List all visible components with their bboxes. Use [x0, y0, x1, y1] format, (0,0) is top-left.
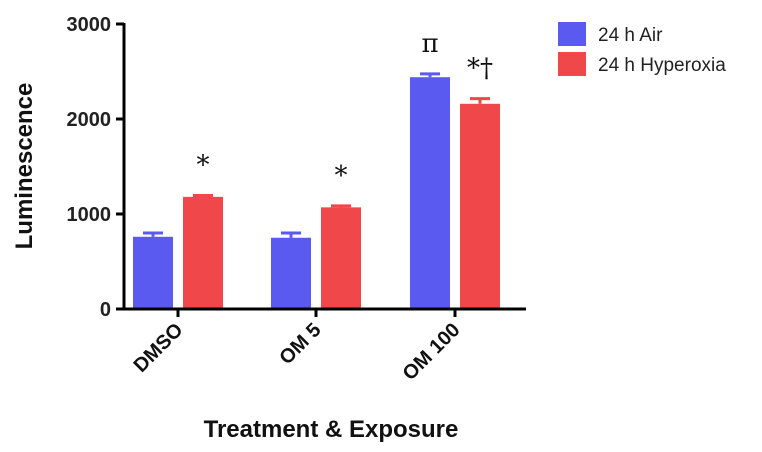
x-category-label: OM 5 — [275, 319, 325, 369]
significance-annotations: * * π *† — [197, 29, 494, 191]
legend-label-hyperoxia: 24 h Hyperoxia — [598, 55, 726, 76]
bar — [183, 196, 223, 309]
bar — [271, 237, 311, 309]
x-category-label: DMSO — [130, 319, 188, 377]
x-category-labels: DMSO OM 5 OM 100 — [130, 309, 465, 385]
y-ticks: 0 1000 2000 3000 — [67, 14, 124, 321]
axes-layer — [122, 23, 526, 311]
x-category-label: OM 100 — [399, 319, 465, 385]
bar — [460, 103, 500, 309]
x-axis-title: Treatment & Exposure — [204, 416, 459, 443]
y-tick-label: 1000 — [67, 204, 112, 226]
y-tick-label: 3000 — [67, 14, 112, 36]
legend-label-air: 24 h Air — [598, 25, 663, 46]
significance-marker: * — [197, 150, 210, 180]
y-tick-label: 0 — [100, 299, 111, 321]
legend-swatch-air — [558, 22, 586, 46]
significance-marker: *† — [467, 54, 493, 84]
y-axis-title: Luminescence — [11, 83, 38, 250]
legend-swatch-hyperoxia — [558, 52, 586, 76]
significance-marker: * — [335, 161, 348, 191]
bars-layer — [133, 72, 500, 309]
bar — [133, 236, 173, 309]
legend: 24 h Air 24 h Hyperoxia — [558, 22, 726, 76]
bar — [410, 77, 450, 309]
y-tick-label: 2000 — [67, 109, 112, 131]
bar — [321, 207, 361, 309]
significance-marker: π — [421, 29, 438, 59]
